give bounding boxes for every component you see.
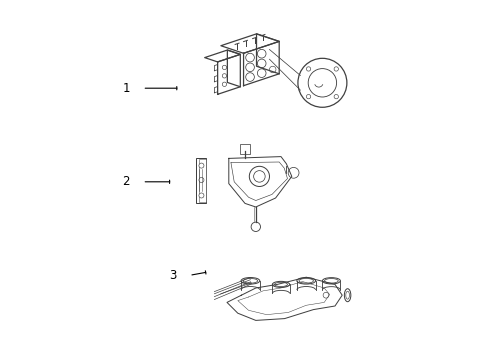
Ellipse shape [346,291,349,299]
Circle shape [270,66,276,73]
Circle shape [257,69,266,77]
Ellipse shape [322,278,341,284]
Circle shape [245,73,254,81]
Circle shape [306,67,311,71]
Circle shape [245,53,254,62]
Circle shape [222,74,226,78]
Circle shape [251,222,261,231]
Circle shape [222,65,226,69]
Ellipse shape [243,279,258,283]
Circle shape [257,59,266,68]
Circle shape [199,177,204,183]
Text: 2: 2 [122,175,130,188]
Ellipse shape [274,282,288,287]
Circle shape [222,82,226,86]
Circle shape [298,58,347,107]
Circle shape [199,163,204,168]
Circle shape [334,67,339,71]
Text: 3: 3 [170,269,177,282]
Circle shape [334,94,339,99]
Circle shape [288,167,299,178]
Circle shape [249,166,270,186]
Circle shape [257,49,266,58]
Circle shape [323,292,329,298]
Ellipse shape [299,279,314,283]
Ellipse shape [344,289,351,302]
FancyBboxPatch shape [240,144,250,154]
Ellipse shape [297,278,316,284]
Circle shape [199,193,204,198]
Bar [196,158,206,203]
Circle shape [306,94,311,99]
Text: 1: 1 [122,82,130,95]
Bar [198,159,206,202]
Ellipse shape [272,282,290,287]
Circle shape [245,63,254,72]
Ellipse shape [241,278,260,284]
Ellipse shape [324,279,338,283]
Circle shape [254,171,265,182]
Circle shape [308,69,337,97]
